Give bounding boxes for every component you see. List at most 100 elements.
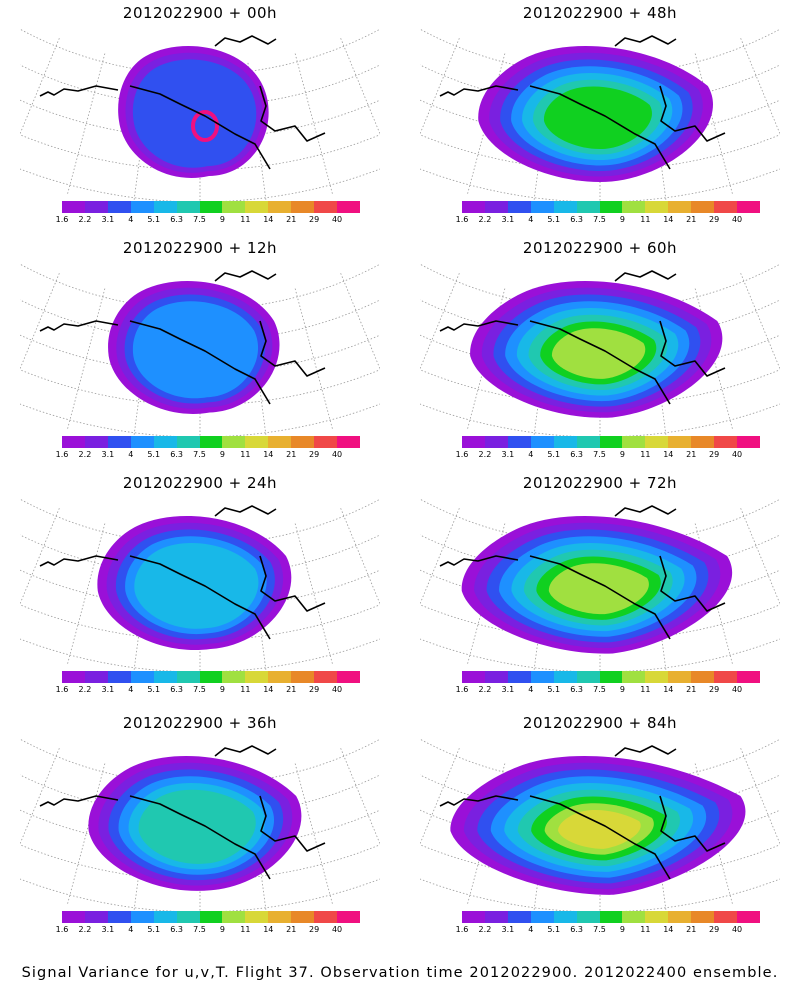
colorbar-tick-label: 6.3 (570, 925, 583, 934)
coastline (39, 35, 326, 170)
colorbar-swatch (507, 201, 531, 213)
colorbar-swatch (599, 201, 623, 213)
map-panel: 2012022900 + 48h 1.6 2.2 3.1 4 5.1 6.3 7.5 9 11 14… (400, 2, 800, 242)
polar-map (420, 738, 780, 916)
colorbar-tick-label: 9 (219, 215, 225, 224)
colorbar-tick-label: 11 (240, 685, 251, 694)
map-panel: 2012022900 + 24h 1.6 2.2 3.1 4 5.1 6.3 7.5 9 11 14… (0, 472, 400, 712)
colorbar-swatch (530, 911, 554, 923)
colorbar-tick-label: 29 (309, 215, 320, 224)
colorbar-tick-label: 40 (331, 450, 343, 459)
colorbar-swatch (576, 671, 600, 683)
panel-title: 2012022900 + 36h (122, 714, 278, 732)
colorbar-swatch (622, 436, 646, 448)
colorbar-swatch (484, 201, 508, 213)
colorbar-swatch (553, 671, 577, 683)
colorbar-tick-label: 5.1 (547, 925, 561, 934)
longitude-line (340, 748, 380, 845)
panel-title: 2012022900 + 24h (122, 474, 278, 492)
colorbar-swatch (737, 911, 760, 923)
colorbar-swatch (622, 911, 646, 923)
colorbar-swatch (153, 911, 177, 923)
colorbar-tick-label: 11 (640, 215, 651, 224)
longitude-line (740, 38, 780, 135)
colorbar-swatch (462, 436, 485, 448)
colorbar-tick-label: 14 (663, 215, 674, 224)
colorbar-swatch (462, 201, 485, 213)
longitude-line (294, 288, 333, 429)
colorbar-tick-label: 14 (263, 215, 274, 224)
colorbar-swatch (130, 201, 154, 213)
colorbar-swatch (153, 201, 177, 213)
colorbar (462, 911, 760, 923)
coastline (39, 270, 326, 405)
variance-contour (551, 328, 646, 379)
colorbar-tick-label: 40 (731, 450, 743, 459)
colorbar-tick-label: 6.3 (170, 215, 183, 224)
panel-title: 2012022900 + 48h (522, 4, 678, 22)
map-panel: 2012022900 + 12h 1.6 2.2 3.1 4 5.1 6.3 7.5 9 11 14… (0, 237, 400, 477)
colorbar-tick-label: 6.3 (170, 925, 183, 934)
colorbar-tick-label: 9 (619, 685, 625, 694)
panel-title: 2012022900 + 84h (522, 714, 678, 732)
longitude-line (20, 508, 60, 605)
colorbar-tick-label: 21 (286, 925, 297, 934)
colorbar-swatch (553, 436, 577, 448)
colorbar-tick-label: 11 (640, 925, 651, 934)
colorbar-swatch (84, 671, 108, 683)
coastline (439, 505, 726, 640)
colorbar-swatch (245, 671, 269, 683)
colorbar-swatch (107, 671, 131, 683)
colorbar-tick-label: 9 (219, 925, 225, 934)
colorbar-tick-label: 2.2 (478, 450, 492, 459)
longitude-line (420, 508, 460, 605)
colorbar-tick-label: 9 (219, 685, 225, 694)
colorbar-tick-label: 3.1 (101, 925, 115, 934)
colorbar-tick-label: 21 (286, 685, 297, 694)
longitude-line (20, 748, 60, 845)
colorbar-swatch (668, 201, 692, 213)
polar-map (20, 498, 380, 676)
variance-contour (132, 301, 259, 399)
colorbar-swatch (484, 436, 508, 448)
colorbar-tick-label: 14 (263, 925, 274, 934)
colorbar-swatch (645, 671, 669, 683)
map-panel: 2012022900 + 72h 1.6 2.2 3.1 4 5.1 6.3 7.5 9 11 14… (400, 472, 800, 712)
colorbar-swatch (337, 436, 360, 448)
variance-contour (132, 59, 257, 168)
colorbar-tick-label: 5.1 (147, 450, 161, 459)
variance-contour (548, 563, 649, 615)
colorbar-swatch (599, 911, 623, 923)
colorbar-swatch (291, 911, 315, 923)
colorbar-tick-label: 21 (686, 215, 697, 224)
colorbar-tick-label: 40 (331, 215, 343, 224)
colorbar-swatch (291, 201, 315, 213)
longitude-line (340, 273, 380, 370)
colorbar-tick-label: 5.1 (147, 685, 161, 694)
colorbar-swatch (714, 436, 738, 448)
colorbar-tick-label: 9 (619, 450, 625, 459)
colorbar-tick-label: 5.1 (547, 450, 561, 459)
map-panel: 2012022900 + 84h 1.6 2.2 3.1 4 5.1 6.3 7.5 9 11 14… (400, 712, 800, 952)
colorbar-swatch (245, 201, 269, 213)
colorbar-tick-label: 3.1 (501, 450, 515, 459)
panel-title: 2012022900 + 00h (122, 4, 278, 22)
colorbar-swatch (176, 201, 200, 213)
colorbar-swatch (462, 911, 485, 923)
colorbar-tick-label: 3.1 (501, 685, 515, 694)
colorbar-labels: 1.6 2.2 3.1 4 5.1 6.3 7.5 9 11 14 21 29 40 (456, 924, 760, 936)
colorbar-swatch (576, 436, 600, 448)
colorbar-tick-label: 11 (240, 450, 251, 459)
colorbar-swatch (268, 436, 292, 448)
colorbar-labels: 1.6 2.2 3.1 4 5.1 6.3 7.5 9 11 14 21 29 40 (456, 449, 760, 461)
colorbar-tick-label: 2.2 (478, 215, 492, 224)
colorbar-swatch (222, 671, 246, 683)
colorbar-swatch (576, 911, 600, 923)
colorbar-swatch (314, 671, 338, 683)
colorbar-tick-label: 14 (663, 685, 674, 694)
map-panel: 2012022900 + 00h 1.6 2.2 3.1 4 5.1 6.3 7.5 9 11 14… (0, 2, 400, 242)
colorbar-swatch (737, 671, 760, 683)
longitude-line (420, 748, 460, 845)
colorbar-swatch (599, 671, 623, 683)
panel-title: 2012022900 + 60h (522, 239, 678, 257)
